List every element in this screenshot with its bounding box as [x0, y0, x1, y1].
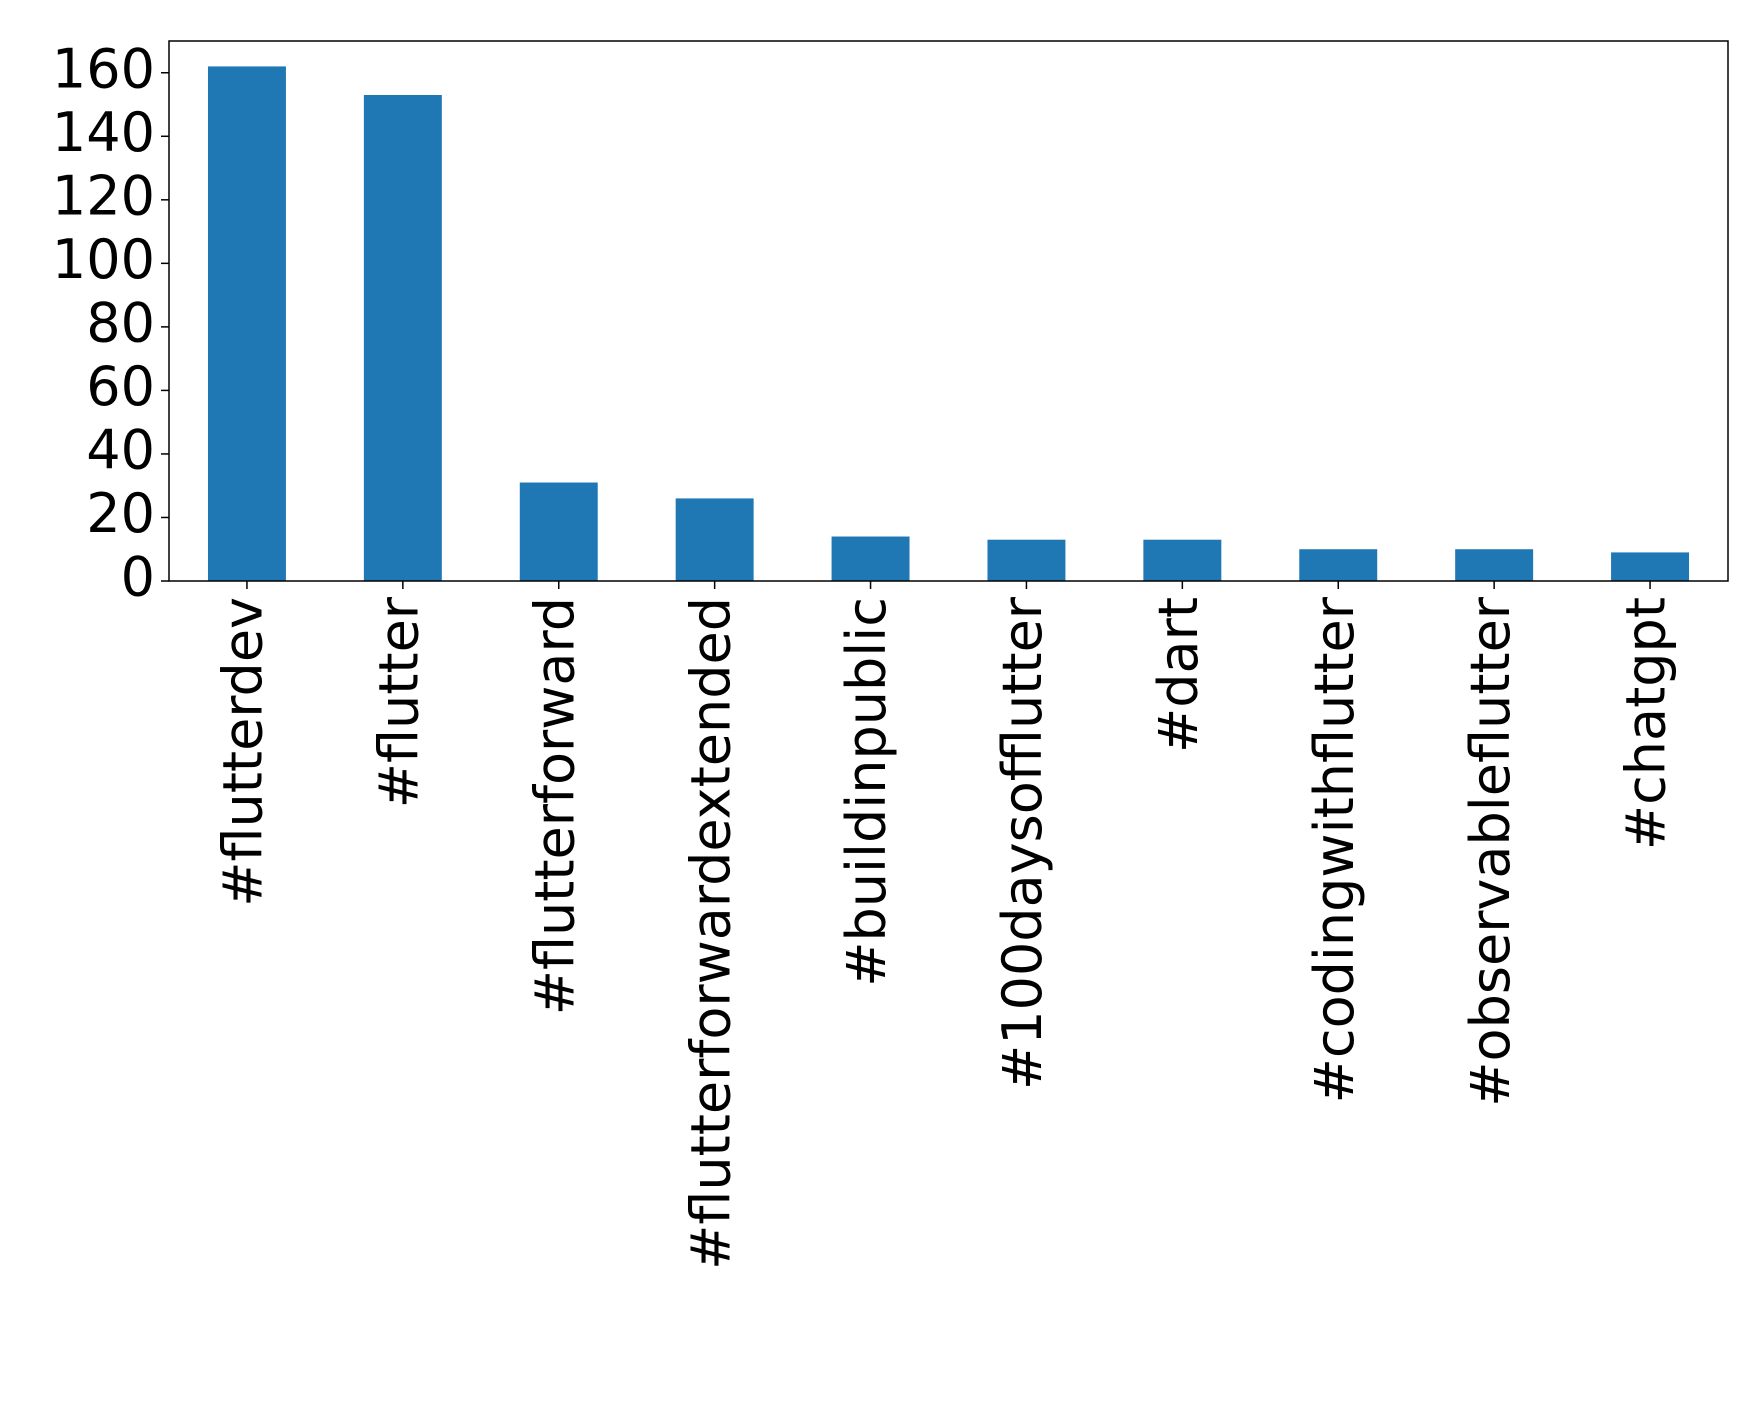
- y-tick-label: 140: [52, 101, 155, 164]
- bar: [675, 498, 754, 581]
- y-tick-label: 60: [86, 355, 155, 418]
- y-tick-label: 120: [52, 164, 155, 227]
- bar: [363, 95, 442, 581]
- x-tick-label: #flutterforwardextended: [679, 597, 742, 1270]
- plot-frame: [168, 40, 1729, 582]
- bar: [831, 536, 910, 581]
- y-tick-label: 40: [86, 419, 155, 482]
- x-tick-label: #chatgpt: [1615, 597, 1678, 850]
- bar: [987, 539, 1066, 581]
- y-tick-label: 160: [52, 37, 155, 100]
- y-tick-label: 100: [52, 228, 155, 291]
- bar: [1143, 539, 1222, 581]
- x-tick-label: #flutterforward: [523, 597, 586, 1015]
- y-tick-label: 80: [86, 292, 155, 355]
- bar: [519, 482, 598, 581]
- bar: [1455, 549, 1534, 581]
- x-tick-label: #codingwithflutter: [1303, 596, 1366, 1103]
- x-tick-label: #flutterdev: [212, 597, 275, 907]
- y-tick-label: 20: [86, 482, 155, 545]
- bar: [207, 66, 286, 582]
- x-tick-label: #flutter: [367, 596, 430, 808]
- x-tick-label: #dart: [1147, 597, 1210, 753]
- x-tick-label: #100daysofflutter: [991, 596, 1054, 1090]
- bar: [1611, 552, 1690, 581]
- x-tick-label: #observableflutter: [1459, 596, 1522, 1106]
- x-tick-label: #buildinpublic: [835, 597, 898, 987]
- bar: [1299, 549, 1378, 581]
- y-tick-label: 0: [121, 546, 155, 609]
